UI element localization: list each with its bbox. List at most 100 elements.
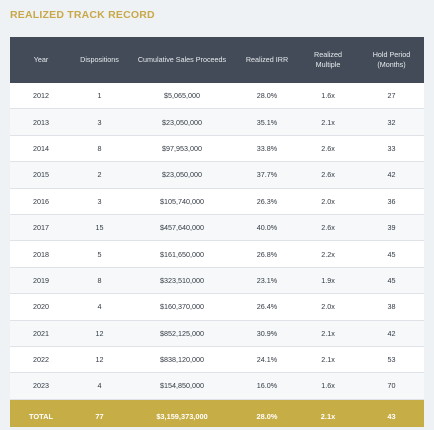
- cell-dispositions: 8: [72, 267, 127, 295]
- table-row: 2015 2 $23,050,000 37.7% 2.6x 42: [10, 161, 424, 189]
- cell-irr: 35.1%: [237, 108, 297, 136]
- header-multiple-line1: Realized: [314, 50, 342, 60]
- cell-hold: 27: [359, 83, 424, 110]
- table-row: 2020 4 $160,370,000 26.4% 2.0x 38: [10, 293, 424, 321]
- cell-proceeds: $838,120,000: [127, 346, 237, 374]
- table-row: 2017 15 $457,640,000 40.0% 2.6x 39: [10, 214, 424, 242]
- cell-dispositions: 3: [72, 188, 127, 215]
- cell-year: 2020: [10, 293, 72, 321]
- cell-dispositions: 12: [72, 346, 127, 374]
- cell-proceeds: $852,125,000: [127, 320, 237, 347]
- table-row: 2013 3 $23,050,000 35.1% 2.1x 32: [10, 108, 424, 136]
- table-body: 2012 1 $5,065,000 28.0% 1.6x 27 2013 3 $23,050,0…: [10, 83, 424, 400]
- header-hold-line1: Hold Period: [372, 50, 411, 60]
- cell-multiple: 2.6x: [297, 214, 359, 242]
- total-label: TOTAL: [10, 399, 72, 427]
- cell-irr: 23.1%: [237, 267, 297, 295]
- cell-proceeds: $5,065,000: [127, 83, 237, 110]
- cell-hold: 32: [359, 108, 424, 136]
- cell-year: 2021: [10, 320, 72, 347]
- table-row: 2019 8 $323,510,000 23.1% 1.9x 45: [10, 267, 424, 295]
- cell-irr: 40.0%: [237, 214, 297, 242]
- header-year: Year: [10, 37, 72, 83]
- cell-multiple: 2.6x: [297, 161, 359, 189]
- table-row: 2023 4 $154,850,000 16.0% 1.6x 70: [10, 372, 424, 400]
- table-row: 2014 8 $97,953,000 33.8% 2.6x 33: [10, 135, 424, 163]
- header-proceeds: Cumulative Sales Proceeds: [127, 37, 237, 83]
- header-dispositions: Dispositions: [72, 37, 127, 83]
- cell-irr: 33.8%: [237, 135, 297, 163]
- table-row: 2022 12 $838,120,000 24.1% 2.1x 53: [10, 346, 424, 374]
- cell-year: 2022: [10, 346, 72, 374]
- header-hold-period: Hold Period (Months): [359, 37, 424, 83]
- cell-proceeds: $457,640,000: [127, 214, 237, 242]
- table-header: Year Dispositions Cumulative Sales Proce…: [10, 37, 424, 83]
- cell-proceeds: $105,740,000: [127, 188, 237, 215]
- cell-proceeds: $97,953,000: [127, 135, 237, 163]
- cell-irr: 26.4%: [237, 293, 297, 321]
- header-multiple-line2: Multiple: [315, 60, 341, 69]
- total-dispositions: 77: [72, 399, 127, 427]
- cell-irr: 26.3%: [237, 188, 297, 215]
- table-footer: TOTAL 77 $3,159,373,000 28.0% 2.1x 43: [10, 399, 424, 427]
- header-row: Year Dispositions Cumulative Sales Proce…: [10, 37, 424, 83]
- cell-year: 2013: [10, 108, 72, 136]
- total-multiple: 2.1x: [297, 399, 359, 427]
- total-proceeds: $3,159,373,000: [127, 399, 237, 427]
- cell-proceeds: $154,850,000: [127, 372, 237, 400]
- header-irr: Realized IRR: [237, 37, 297, 83]
- cell-year: 2019: [10, 267, 72, 295]
- cell-dispositions: 12: [72, 320, 127, 347]
- header-hold-line2: (Months): [377, 60, 406, 69]
- cell-dispositions: 4: [72, 293, 127, 321]
- cell-irr: 26.8%: [237, 240, 297, 268]
- cell-irr: 24.1%: [237, 346, 297, 374]
- page-title: REALIZED TRACK RECORD: [10, 9, 155, 21]
- total-row: TOTAL 77 $3,159,373,000 28.0% 2.1x 43: [10, 399, 424, 427]
- cell-year: 2012: [10, 83, 72, 110]
- cell-year: 2015: [10, 161, 72, 189]
- cell-multiple: 2.1x: [297, 108, 359, 136]
- cell-proceeds: $23,050,000: [127, 161, 237, 189]
- cell-hold: 42: [359, 320, 424, 347]
- cell-year: 2014: [10, 135, 72, 163]
- cell-multiple: 2.1x: [297, 320, 359, 347]
- total-hold: 43: [359, 399, 424, 427]
- cell-multiple: 1.6x: [297, 83, 359, 110]
- cell-year: 2018: [10, 240, 72, 268]
- cell-multiple: 2.1x: [297, 346, 359, 374]
- cell-multiple: 2.0x: [297, 293, 359, 321]
- cell-dispositions: 1: [72, 83, 127, 110]
- cell-hold: 53: [359, 346, 424, 374]
- track-record-table-container: Year Dispositions Cumulative Sales Proce…: [10, 37, 424, 427]
- cell-dispositions: 4: [72, 372, 127, 400]
- cell-hold: 36: [359, 188, 424, 215]
- cell-hold: 45: [359, 240, 424, 268]
- cell-year: 2023: [10, 372, 72, 400]
- cell-irr: 30.9%: [237, 320, 297, 347]
- cell-dispositions: 15: [72, 214, 127, 242]
- cell-hold: 70: [359, 372, 424, 400]
- cell-year: 2016: [10, 188, 72, 215]
- cell-irr: 37.7%: [237, 161, 297, 189]
- cell-hold: 39: [359, 214, 424, 242]
- cell-dispositions: 2: [72, 161, 127, 189]
- cell-hold: 38: [359, 293, 424, 321]
- cell-multiple: 1.9x: [297, 267, 359, 295]
- cell-multiple: 2.0x: [297, 188, 359, 215]
- cell-proceeds: $160,370,000: [127, 293, 237, 321]
- table-row: 2012 1 $5,065,000 28.0% 1.6x 27: [10, 83, 424, 110]
- cell-multiple: 2.6x: [297, 135, 359, 163]
- cell-dispositions: 3: [72, 108, 127, 136]
- total-irr: 28.0%: [237, 399, 297, 427]
- cell-multiple: 2.2x: [297, 240, 359, 268]
- table-row: 2018 5 $161,650,000 26.8% 2.2x 45: [10, 240, 424, 268]
- cell-multiple: 1.6x: [297, 372, 359, 400]
- cell-hold: 33: [359, 135, 424, 163]
- table-row: 2016 3 $105,740,000 26.3% 2.0x 36: [10, 188, 424, 215]
- cell-proceeds: $161,650,000: [127, 240, 237, 268]
- cell-proceeds: $23,050,000: [127, 108, 237, 136]
- cell-hold: 45: [359, 267, 424, 295]
- cell-irr: 28.0%: [237, 83, 297, 110]
